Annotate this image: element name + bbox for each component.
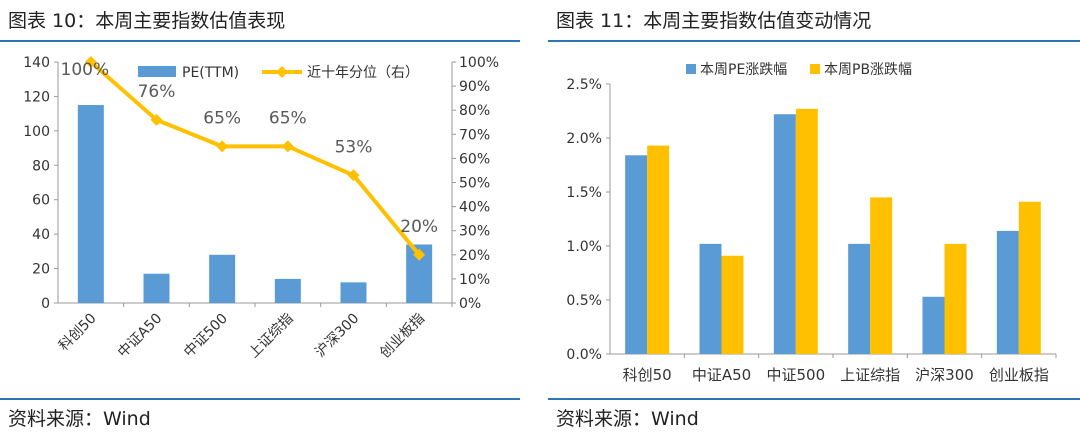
left-chart: 0 20 40 60 80 100 120 140 0% 10% 20% 30% 40% 50% 60% 70… (23, 55, 499, 362)
percentile-data-label: 65% (203, 108, 241, 128)
pe-bar (340, 282, 367, 303)
left-y-tick-label: 140 (23, 55, 50, 71)
percentile-point-marker (150, 113, 163, 126)
y-tick-label: 1.0% (566, 239, 602, 255)
right-y-tick-label: 30% (459, 224, 490, 240)
right-chart: 0.0% 0.5% 1.0% 1.5% 2.0% 2.5% 科创50 中证A50 中证500 上证… (566, 62, 1057, 384)
left-chart-panel: 图表 10：本周主要指数估值表现 0 20 40 60 80 100 120 140 0% 10%… (0, 0, 520, 432)
x-tick-label: 创业板指 (377, 311, 428, 362)
percentile-point-marker (216, 140, 229, 153)
pb-change-bar (870, 197, 893, 354)
x-tick-label: 沪深300 (915, 366, 974, 384)
x-tick-label: 中证A50 (115, 311, 165, 361)
x-tick-label: 上证综指 (840, 366, 900, 384)
percentile-point-marker (281, 140, 294, 153)
pb-change-bar (647, 145, 670, 354)
percentile-point-marker (84, 56, 97, 68)
right-y-tick-label: 0% (459, 296, 481, 312)
legend-pe-swatch (138, 66, 176, 77)
pe-change-bar (773, 114, 796, 355)
pe-change-bar (699, 243, 722, 354)
percentile-data-label: 65% (269, 108, 307, 128)
x-tick-label: 上证综指 (246, 311, 297, 362)
x-tick-label: 科创50 (623, 366, 672, 384)
legend-pb-label: 本周PB涨跌幅 (824, 62, 912, 78)
pe-bar (274, 278, 301, 303)
percentile-data-label: 20% (400, 217, 438, 237)
left-chart-title: 图表 10：本周主要指数估值表现 (8, 10, 286, 32)
right-y-tick-label: 100% (459, 55, 499, 71)
left-y-tick-label: 120 (23, 89, 50, 105)
legend-percentile-label: 近十年分位（右） (307, 65, 419, 81)
pe-change-bar (625, 155, 648, 354)
right-y-tick-label: 70% (459, 127, 490, 143)
pe-bar (143, 273, 170, 303)
right-y-tick-label: 90% (459, 79, 490, 95)
right-chart-panel: 图表 11：本周主要指数估值变动情况 0.0% 0.5% 1.0% 1.5% 2.0% 2… (548, 0, 1080, 432)
x-tick-label: 创业板指 (989, 366, 1049, 384)
right-source-note: 资料来源：Wind (556, 408, 699, 430)
right-y-tick-label: 60% (459, 151, 490, 167)
x-tick-label: 中证500 (181, 311, 231, 361)
pb-change-bar (721, 255, 744, 354)
pb-change-bar (1018, 201, 1041, 354)
x-tick-label: 中证500 (767, 366, 826, 384)
pe-change-bar (996, 230, 1019, 354)
x-tick-label: 沪深300 (312, 311, 362, 361)
right-y-tick-label: 80% (459, 103, 490, 119)
legend-pe-swatch (686, 64, 696, 74)
left-source-rule (0, 398, 520, 400)
y-tick-label: 1.5% (566, 185, 602, 201)
left-source-note: 资料来源：Wind (8, 408, 151, 430)
right-y-tick-label: 10% (459, 272, 490, 288)
percentile-point-marker (413, 248, 426, 261)
left-y-tick-label: 20 (32, 262, 50, 278)
pe-change-bar (848, 243, 871, 354)
right-chart-title: 图表 11：本周主要指数估值变动情况 (556, 10, 872, 32)
pe-change-bar (922, 296, 945, 354)
pe-bar (77, 105, 104, 304)
right-source-rule (548, 398, 1080, 400)
right-y-tick-label: 50% (459, 176, 490, 192)
left-y-tick-label: 40 (32, 227, 50, 243)
left-y-tick-label: 60 (32, 193, 50, 209)
pb-change-bar (795, 108, 818, 354)
pb-change-bar (944, 243, 967, 354)
percentile-data-label: 76% (138, 82, 176, 102)
left-y-tick-label: 0 (41, 296, 50, 312)
y-tick-label: 2.0% (566, 131, 602, 147)
pe-bar (209, 254, 236, 303)
legend-pe-label: 本周PE涨跌幅 (700, 62, 787, 78)
percentile-point-marker (347, 169, 360, 182)
left-y-tick-label: 100 (23, 124, 50, 140)
percentile-data-label: 100% (61, 60, 110, 80)
left-y-tick-label: 80 (32, 158, 50, 174)
left-title-rule (0, 40, 520, 42)
legend-pb-swatch (810, 64, 820, 74)
right-y-tick-label: 40% (459, 200, 490, 216)
y-tick-label: 0.5% (566, 293, 602, 309)
right-y-tick-label: 20% (459, 248, 490, 264)
y-tick-label: 0.0% (566, 347, 602, 363)
legend-percentile-marker (276, 66, 288, 78)
right-title-rule (548, 40, 1080, 42)
x-tick-label: 科创50 (56, 311, 100, 355)
percentile-line (89, 60, 421, 257)
y-tick-label: 2.5% (566, 77, 602, 93)
legend-pe-label: PE(TTM) (182, 65, 239, 81)
percentile-data-label: 53% (335, 137, 373, 157)
x-tick-label: 中证A50 (692, 366, 751, 384)
